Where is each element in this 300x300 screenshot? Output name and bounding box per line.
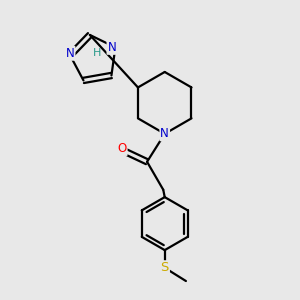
Text: H: H <box>93 48 101 58</box>
Text: N: N <box>66 47 74 60</box>
Text: S: S <box>160 261 169 274</box>
Text: N: N <box>160 127 169 140</box>
Text: N: N <box>107 41 116 54</box>
Text: O: O <box>117 142 127 155</box>
